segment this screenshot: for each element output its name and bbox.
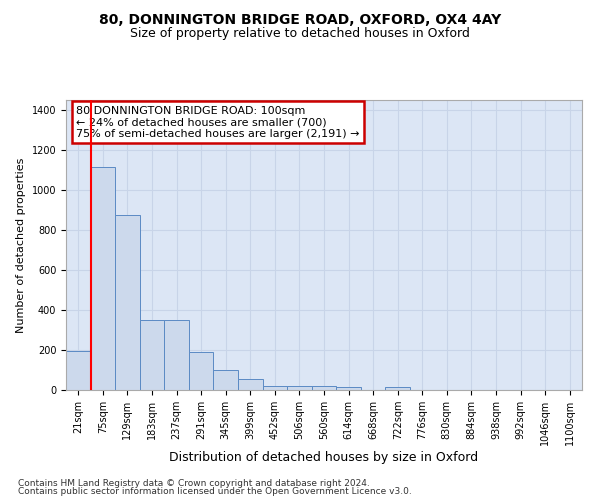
Bar bbox=[385, 387, 410, 390]
Y-axis label: Number of detached properties: Number of detached properties bbox=[16, 158, 26, 332]
Bar bbox=[336, 387, 361, 390]
Bar bbox=[140, 320, 164, 390]
Bar bbox=[66, 351, 91, 390]
Text: 80, DONNINGTON BRIDGE ROAD, OXFORD, OX4 4AY: 80, DONNINGTON BRIDGE ROAD, OXFORD, OX4 … bbox=[99, 12, 501, 26]
Bar bbox=[287, 386, 312, 390]
Text: Contains public sector information licensed under the Open Government Licence v3: Contains public sector information licen… bbox=[18, 487, 412, 496]
Bar bbox=[214, 370, 238, 390]
Bar bbox=[91, 167, 115, 390]
Bar bbox=[164, 320, 189, 390]
Bar bbox=[238, 379, 263, 390]
Text: Contains HM Land Registry data © Crown copyright and database right 2024.: Contains HM Land Registry data © Crown c… bbox=[18, 478, 370, 488]
Bar bbox=[263, 386, 287, 390]
Bar bbox=[189, 352, 214, 390]
Bar bbox=[115, 215, 140, 390]
Text: 80 DONNINGTON BRIDGE ROAD: 100sqm
← 24% of detached houses are smaller (700)
75%: 80 DONNINGTON BRIDGE ROAD: 100sqm ← 24% … bbox=[76, 106, 360, 139]
Text: Size of property relative to detached houses in Oxford: Size of property relative to detached ho… bbox=[130, 28, 470, 40]
X-axis label: Distribution of detached houses by size in Oxford: Distribution of detached houses by size … bbox=[169, 450, 479, 464]
Bar bbox=[312, 386, 336, 390]
